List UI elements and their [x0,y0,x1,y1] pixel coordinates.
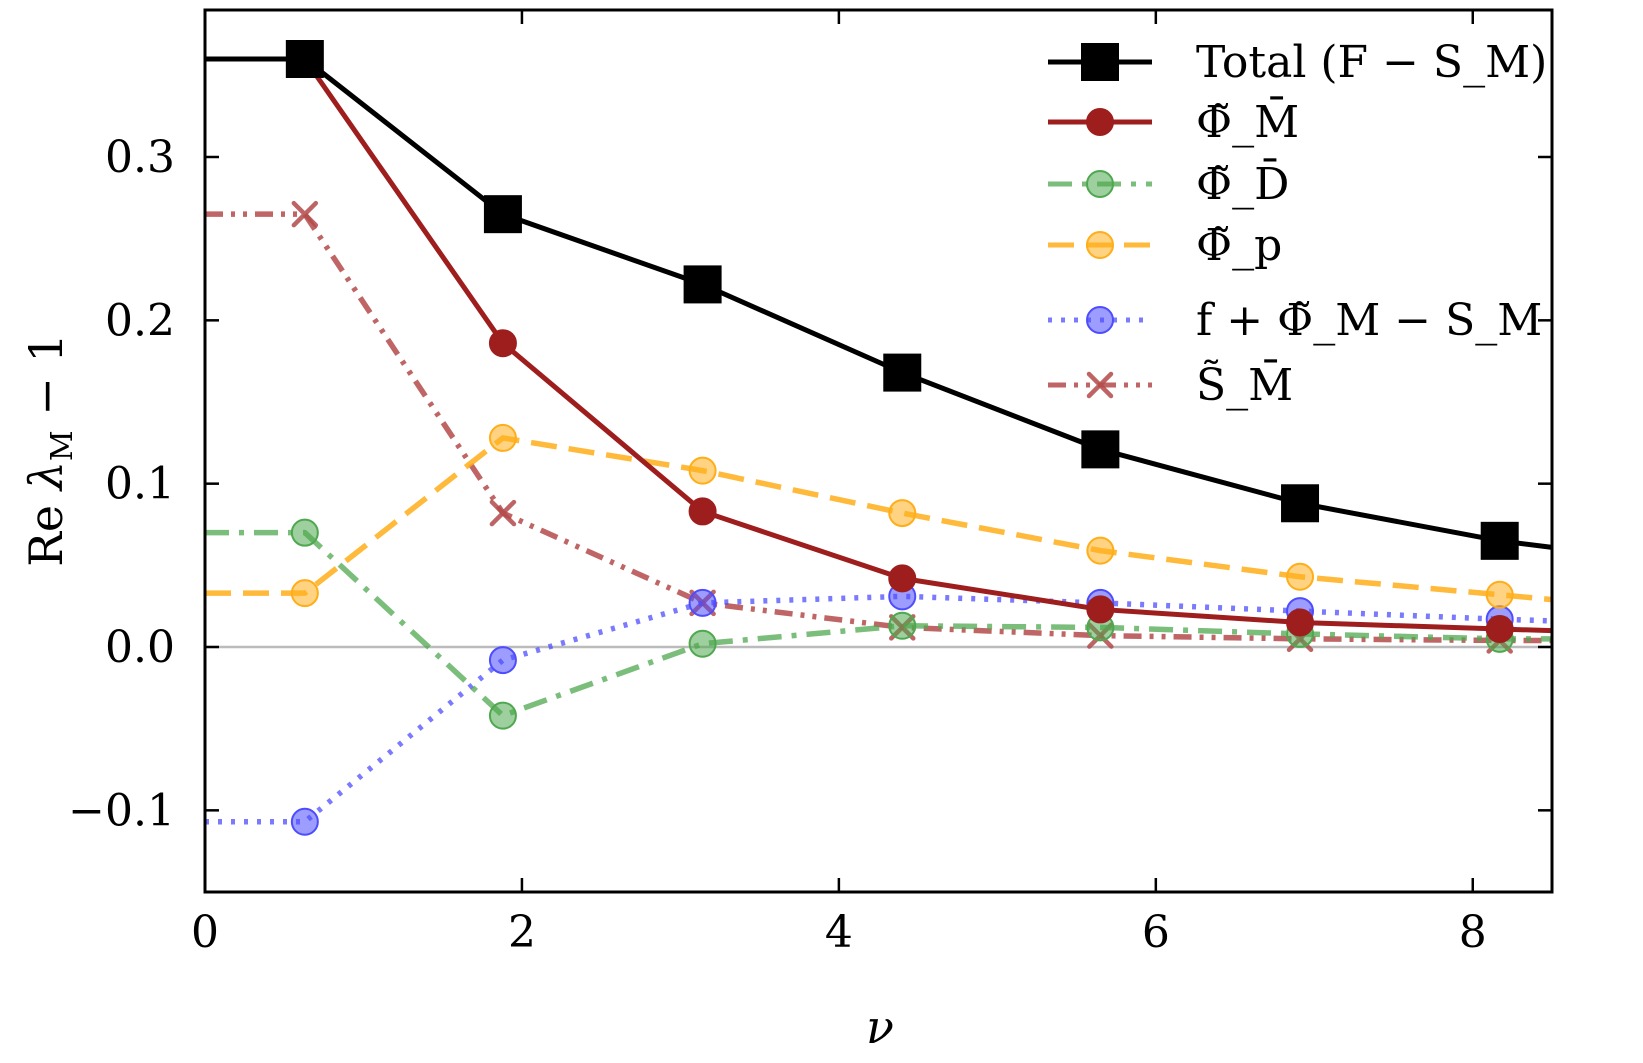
y-axis-label-lambda: λ [19,461,73,492]
legend-label: Total (F − S_M) [1196,37,1547,88]
circle-marker [290,807,319,836]
y-tick-label: 0.0 [105,622,175,673]
circle-marker [1086,536,1115,565]
circle-marker [290,579,319,608]
legend-entry-4: f + Φ̃_M − S_M [1048,295,1542,346]
series-3 [205,423,1553,609]
legend: Total (F − S_M) Φ̃_M̄ Φ̃_D̄ Φ̃_pf + Φ̃_M − … [1048,37,1547,411]
circle-marker [290,518,319,547]
y-axis-label-re: Re [19,490,73,566]
plot-frame [203,8,1554,894]
series-layer [205,40,1553,836]
x-marker [489,499,517,527]
circle-marker [1485,615,1514,644]
legend-label: Φ̃_p [1196,220,1282,271]
square-marker [1281,484,1320,523]
circle-marker [488,329,517,358]
circle-marker [688,497,717,526]
y-axis-label: Re λM − 1 [19,333,80,566]
x-tick-label: 8 [1459,907,1487,958]
circle-marker [1086,231,1114,259]
square-marker [483,195,522,234]
square-marker [683,265,722,304]
legend-entry-0: Total (F − S_M) [1048,37,1547,88]
circle-marker [488,423,517,452]
legend-label: S̃_M̄ [1196,358,1293,411]
square-marker [1081,430,1120,469]
legend-entry-1: Φ̃_M̄ [1048,95,1299,148]
circle-marker [1086,595,1115,624]
legend-entry-3: Φ̃_p [1048,220,1282,271]
y-tick-label: 0.3 [105,132,175,183]
legend-entry-2: Φ̃_D̄ [1048,157,1289,210]
circle-marker [1086,108,1114,136]
x-tick-label: 0 [191,907,219,958]
circle-marker [1086,306,1114,334]
x-tick-label: 2 [508,907,536,958]
y-axis-label-sub: M [45,430,80,461]
square-marker [1480,521,1519,560]
circle-marker [688,629,717,658]
circle-marker [1286,608,1315,637]
axis-ticks: 0 2 4 6 8 −0.1 0.0 0.1 0.2 0.3 [68,10,1552,958]
square-marker [1081,43,1119,81]
y-tick-label: 0.1 [105,459,175,510]
circle-marker [888,611,917,640]
circle-marker [488,701,517,730]
series-0 [205,40,1553,560]
square-marker [285,40,324,78]
circle-marker [1086,170,1114,198]
x-marker [1086,371,1114,399]
x-tick-label: 4 [825,907,853,958]
circle-marker [1286,562,1315,591]
square-marker [883,353,922,392]
y-axis-label-text: Re λM − 1 [19,333,80,566]
series-line [205,593,1553,825]
y-axis-label-minus-one: − 1 [19,333,73,430]
series-line [205,435,1553,603]
series-1 [205,45,1553,644]
legend-label: f + Φ̃_M − S_M [1196,295,1542,346]
legend-label: Φ̃_D̄ [1196,157,1289,210]
x-axis-label-text: ν [866,1000,894,1054]
circle-marker [488,646,517,675]
circle-marker [888,499,917,528]
circle-marker [688,588,717,617]
x-tick-label: 6 [1142,907,1170,958]
y-tick-label: 0.2 [105,295,175,346]
x-axis-label: ν [866,1000,894,1054]
circle-marker [888,564,917,593]
legend-label: Φ̃_M̄ [1196,95,1299,148]
legend-entry-5: S̃_M̄ [1048,358,1293,411]
x-marker [291,200,319,228]
circle-marker [1485,580,1514,609]
circle-marker [688,456,717,485]
y-tick-label: −0.1 [68,785,175,836]
series-4 [205,582,1553,836]
